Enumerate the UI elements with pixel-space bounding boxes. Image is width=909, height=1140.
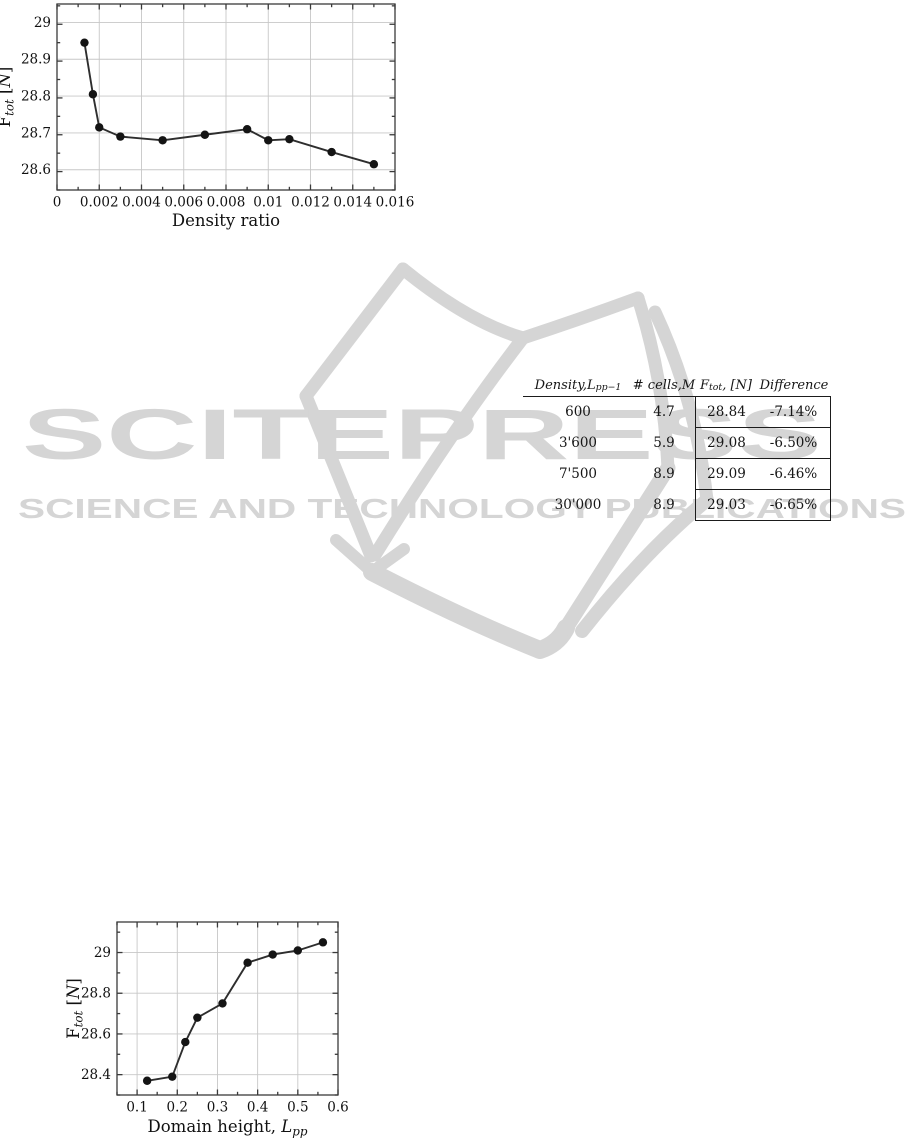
book-outline-stroke [299, 262, 410, 403]
y-tick-label: 28.6 [81, 1026, 111, 1042]
table-header-cell: Difference [757, 371, 831, 397]
book-outline-stroke [631, 291, 675, 475]
y-axis-label: Ftot [N] [64, 978, 85, 1039]
x-tick-label: 0.012 [291, 195, 330, 211]
data-point [268, 950, 277, 959]
x-tick-label: 0.016 [376, 195, 415, 211]
table-cell: -7.14% [757, 397, 831, 428]
y-tick-label: 28.9 [21, 52, 51, 68]
x-tick-label: 0.002 [80, 195, 119, 211]
data-point [193, 1013, 202, 1022]
book-outline-stroke [299, 389, 378, 563]
x-tick-label: 0.4 [247, 1100, 268, 1116]
book-outline-stroke [575, 493, 714, 638]
data-point [200, 130, 210, 139]
table-cell: 600 [565, 404, 591, 420]
tick-labels: 0 0.002 0.004 0.006 0.008 0.01 0.012 0.014 0.016… [21, 15, 414, 211]
open-book-icon [299, 262, 714, 659]
data-point [318, 938, 328, 947]
x-axis-label: Density ratio [172, 211, 280, 230]
data-point [264, 136, 273, 145]
x-axis-label: Domain height, Lpp [148, 1117, 308, 1138]
table-header-cell: # cells, M [633, 371, 695, 397]
table-cell: 7'500 [558, 466, 598, 482]
axes-frame [116, 921, 339, 1096]
grid-lines [57, 4, 395, 190]
data-point [116, 132, 125, 141]
y-tick-label: 29 [94, 945, 111, 961]
book-outline-stroke [368, 331, 530, 562]
x-tick-label: 0.01 [253, 195, 283, 211]
table-cell: 5.9 [653, 435, 675, 451]
data-point [158, 136, 167, 145]
x-tick-label: 0.3 [207, 1100, 228, 1116]
data-points [80, 38, 379, 169]
x-tick-label: 0.014 [333, 195, 372, 211]
data-point [218, 999, 227, 1008]
data-points [142, 938, 328, 1085]
y-tick-label: 28.8 [21, 89, 51, 105]
table-cell: 4.7 [653, 404, 675, 420]
x-tick-label: 0 [53, 195, 62, 211]
x-tick-label: 0.1 [126, 1100, 147, 1116]
y-tick-label: 28.6 [21, 162, 51, 178]
x-tick-label: 0.006 [164, 195, 203, 211]
table-cell: 3'600 [558, 435, 598, 451]
x-tick-label: 0.008 [207, 195, 246, 211]
data-point [285, 134, 294, 144]
table-cell: -6.46% [757, 459, 831, 490]
data-line [83, 42, 375, 166]
watermark-subtitle: SCIENCE AND TECHNOLOGY PUBLICATIONS [18, 493, 906, 524]
table-cell: 30'000 [554, 497, 602, 513]
data-point [293, 946, 303, 955]
table-cell: 29.09 [695, 459, 757, 490]
data-point [243, 958, 252, 967]
book-outline-stroke [648, 305, 714, 507]
table-cell: -6.65% [757, 490, 831, 521]
book-outline-stroke [516, 291, 645, 345]
data-point [369, 160, 379, 169]
table-cell: -6.50% [757, 428, 831, 459]
data-line [146, 941, 324, 1082]
book-outline-stroke [558, 460, 676, 636]
y-tick-label: 28.7 [21, 125, 51, 141]
axes-frame [56, 3, 396, 191]
data-point [181, 1037, 190, 1047]
data-point [95, 123, 104, 132]
density-ratio-chart: 0 0.002 0.004 0.006 0.008 0.01 0.012 0.014 0.016… [0, 3, 414, 230]
table-cell: 8.9 [653, 497, 675, 513]
data-point [88, 90, 98, 99]
x-tick-label: 0.6 [327, 1100, 348, 1116]
data-point [168, 1072, 177, 1081]
table-cell: 29.03 [695, 490, 757, 521]
data-point [80, 38, 89, 47]
x-tick-label: 0.2 [167, 1100, 188, 1116]
data-point [327, 147, 336, 157]
tick-labels: 0.1 0.2 0.3 0.4 0.5 0.6 28.4 28.6 28.8 29 [81, 945, 349, 1115]
y-tick-label: 28.4 [81, 1067, 111, 1083]
y-tick-label: 29 [34, 15, 51, 31]
domain-height-chart: 0.1 0.2 0.3 0.4 0.5 0.6 28.4 28.6 28.8 29 Domain h… [64, 921, 349, 1138]
x-tick-label: 0.004 [122, 195, 161, 211]
book-outline-stroke [396, 262, 530, 345]
table-cell: 29.08 [695, 428, 757, 459]
x-tick-label: 0.5 [287, 1100, 308, 1116]
watermark-title: SCITEPRESS [22, 396, 822, 475]
table-cell: 8.9 [653, 466, 675, 482]
data-point [242, 125, 252, 134]
data-point [142, 1076, 152, 1085]
y-axis-label: Ftot [N] [0, 67, 16, 128]
table-cell: 28.84 [695, 397, 757, 428]
book-outline-stroke [363, 563, 575, 659]
y-tick-label: 28.8 [81, 986, 111, 1002]
